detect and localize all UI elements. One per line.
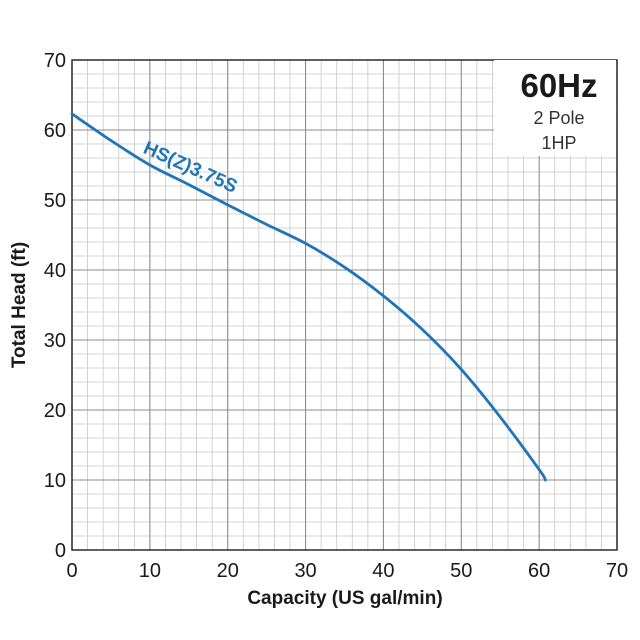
y-tick-label: 20 — [44, 400, 66, 422]
series-line — [70, 112, 547, 482]
x-tick-label: 70 — [606, 560, 628, 582]
pole-label: 2 Pole — [533, 108, 584, 128]
x-tick-label: 20 — [217, 560, 239, 582]
x-tick-label: 50 — [450, 560, 472, 582]
y-tick-label: 10 — [44, 470, 66, 492]
horsepower-label: 1HP — [541, 133, 576, 153]
y-tick-label: 60 — [44, 120, 66, 142]
x-tick-label: 60 — [528, 560, 550, 582]
series-layer: HS(Z)3.75S — [70, 112, 547, 482]
info-box: 60Hz 2 Pole 1HP — [494, 60, 616, 156]
tick-labels: 0 10 20 30 40 50 60 70 0 10 20 30 40 50 60 70 — [44, 50, 628, 582]
y-tick-label: 50 — [44, 190, 66, 212]
y-tick-label: 30 — [44, 330, 66, 352]
frequency-label: 60Hz — [520, 67, 597, 104]
x-tick-label: 10 — [139, 560, 161, 582]
plot-frame — [71, 59, 618, 551]
y-tick-label: 0 — [55, 540, 66, 562]
minor-grid — [72, 60, 617, 550]
y-axis-label: Total Head (ft) — [9, 242, 30, 368]
info-box-background — [494, 60, 616, 156]
x-tick-label: 30 — [294, 560, 316, 582]
x-tick-label: 0 — [66, 560, 77, 582]
y-tick-label: 70 — [44, 50, 66, 72]
y-tick-label: 40 — [44, 260, 66, 282]
x-axis-label: Capacity (US gal/min) — [247, 588, 442, 609]
x-tick-label: 40 — [372, 560, 394, 582]
